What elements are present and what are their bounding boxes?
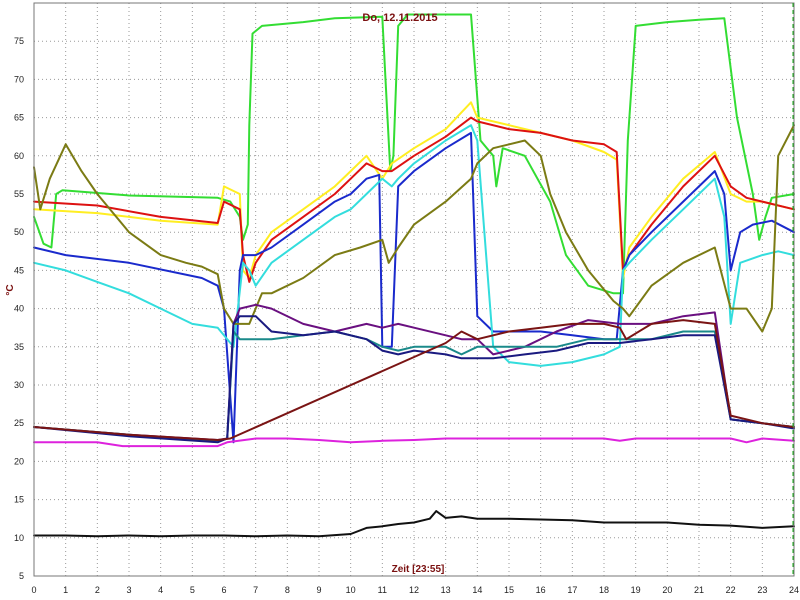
series-line-8	[33, 330, 795, 443]
x-tick-label: 7	[253, 585, 258, 595]
x-tick-label: 24	[789, 585, 799, 595]
series-line-5	[33, 124, 795, 367]
series-line-1	[33, 13, 795, 295]
series-line-7	[33, 303, 795, 441]
x-tick-label: 10	[346, 585, 356, 595]
x-tick-label: 1	[63, 585, 68, 595]
y-tick-label: 15	[14, 495, 24, 505]
x-tick-label: 11	[378, 585, 387, 595]
y-tick-label: 75	[14, 36, 24, 46]
x-tick-label: 14	[472, 585, 482, 595]
x-tick-label: 0	[31, 585, 36, 595]
x-tick-label: 13	[441, 585, 451, 595]
y-tick-label: 20	[14, 456, 24, 466]
series-line-4	[33, 131, 795, 444]
x-tick-label: 23	[757, 585, 767, 595]
x-axis-title: Zeit [23:55]	[392, 564, 445, 575]
series-line-12	[33, 510, 795, 538]
y-axis-title: °C	[5, 284, 16, 295]
y-tick-label: 10	[14, 533, 24, 543]
x-tick-label: 19	[631, 585, 641, 595]
y-tick-label: 55	[14, 189, 24, 199]
x-tick-label: 5	[190, 585, 195, 595]
y-tick-label: 40	[14, 304, 24, 314]
x-tick-label: 20	[662, 585, 672, 595]
series-line-3	[33, 116, 795, 283]
x-tick-label: 21	[694, 585, 704, 595]
y-tick-label: 65	[14, 113, 24, 123]
x-tick-label: 16	[536, 585, 546, 595]
x-tick-label: 9	[316, 585, 321, 595]
y-tick-label: 70	[14, 74, 24, 84]
x-tick-label: 22	[726, 585, 736, 595]
x-tick-label: 4	[158, 585, 163, 595]
tick-labels: 0 1 2 3 4 5 6 7 8 9 10 11 12 13 14 15 16 17 18 19 20 21 22 23 24…	[14, 36, 799, 595]
plot-frame	[33, 2, 795, 577]
series-line-11	[33, 437, 795, 448]
x-tick-label: 8	[285, 585, 290, 595]
x-tick-label: 18	[599, 585, 609, 595]
y-tick-label: 60	[14, 151, 24, 161]
x-tick-label: 15	[504, 585, 514, 595]
y-tick-label: 25	[14, 418, 24, 428]
y-tick-label: 45	[14, 265, 24, 275]
y-tick-label: 30	[14, 380, 24, 390]
x-tick-label: 2	[95, 585, 100, 595]
x-tick-label: 12	[409, 585, 419, 595]
x-tick-label: 6	[221, 585, 226, 595]
x-tick-label: 3	[126, 585, 131, 595]
y-tick-label: 5	[19, 571, 24, 581]
y-tick-label: 35	[14, 342, 24, 352]
series-line-10	[33, 319, 795, 441]
x-tick-label: 17	[567, 585, 577, 595]
chart-title: Do, 12.11.2015	[362, 12, 437, 24]
series-group	[33, 13, 795, 538]
y-tick-label: 50	[14, 227, 24, 237]
series-line-6	[33, 124, 795, 333]
series-line-9	[33, 315, 795, 444]
